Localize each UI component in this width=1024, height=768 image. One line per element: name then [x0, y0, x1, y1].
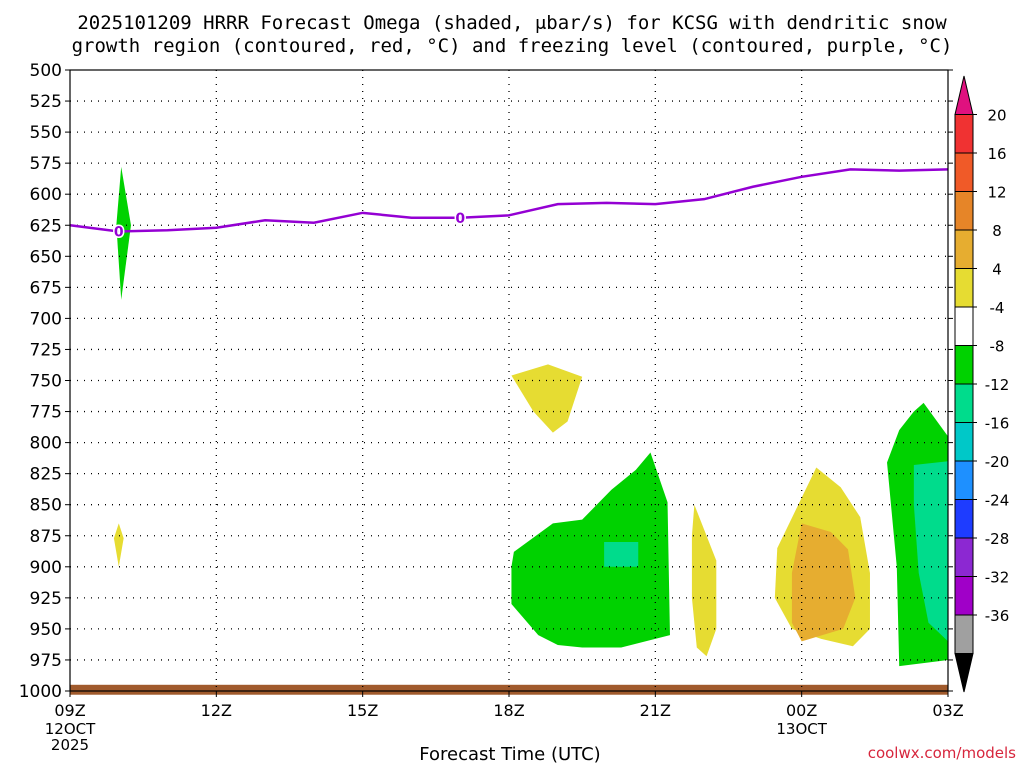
y-tick-label-525: 525: [30, 92, 62, 112]
y-tick-label-975: 975: [30, 651, 62, 671]
colorbar-cell-9: [954, 422, 974, 462]
colorbar-cell-3: [954, 191, 974, 231]
x-tick-label-18Z: 18Z: [493, 701, 524, 720]
omega-region-7: [791, 523, 856, 642]
colorbar-label-7: -12: [985, 376, 1010, 394]
x-tick-label-21Z: 21Z: [640, 701, 671, 720]
colorbar-label-13: -36: [985, 607, 1010, 625]
colorbar-cell-2: [954, 152, 974, 192]
x-tick-sublabel-09Z-1: 2025: [51, 736, 89, 754]
omega-region-4: [604, 541, 639, 567]
colorbar: 20 16 12 8 4 -4 -8 -12 -16 -20 -24 -28 -32 -36: [954, 75, 1010, 693]
colorbar-label-9: -20: [985, 453, 1010, 471]
omega-region-2: [511, 364, 583, 433]
colorbar-label-1: 16: [987, 145, 1006, 163]
y-tick-label-675: 675: [30, 278, 62, 298]
omega-shading-layer: [70, 166, 948, 695]
y-tick-label-825: 825: [30, 465, 62, 485]
axes-layer: 500 525 550 575 600 625 650 675 700 725 750 775 800 8…: [19, 61, 964, 754]
colorbar-cell-7: [954, 345, 974, 385]
y-tick-label-550: 550: [30, 123, 62, 143]
freezing-level-line: [69, 168, 949, 233]
colorbar-label-2: 12: [987, 184, 1006, 202]
chart-title-line-1: 2025101209 HRRR Forecast Omega (shaded, …: [77, 12, 947, 34]
y-tick-label-700: 700: [30, 309, 62, 329]
omega-region-5: [691, 504, 717, 657]
colorbar-cell-4: [954, 229, 974, 269]
colorbar-label-4: 4: [992, 261, 1002, 279]
colorbar-cell-12: [954, 537, 974, 577]
credit-text[interactable]: coolwx.com/models: [867, 744, 1016, 762]
y-tick-label-1000: 1000: [19, 682, 62, 702]
colorbar-cell-5: [954, 268, 974, 308]
colorbar-label-5: -4: [990, 299, 1005, 317]
omega-region-0: [116, 166, 131, 300]
freezing-level-label-0: 0: [114, 224, 124, 240]
y-tick-label-625: 625: [30, 216, 62, 236]
contour-layer: 00: [69, 168, 949, 242]
y-tick-label-950: 950: [30, 620, 62, 640]
y-tick-label-600: 600: [30, 185, 62, 205]
y-tick-label-850: 850: [30, 496, 62, 516]
surface-band: [70, 684, 948, 695]
colorbar-cell-10: [954, 460, 974, 500]
colorbar-cell-13: [954, 576, 974, 616]
omega-region-9: [913, 461, 948, 642]
y-tick-label-500: 500: [30, 61, 62, 81]
omega-region-3: [511, 452, 670, 648]
colorbar-label-6: -8: [990, 338, 1005, 356]
y-tick-label-750: 750: [30, 372, 62, 392]
x-tick-label-12Z: 12Z: [201, 701, 232, 720]
x-tick-label-15Z: 15Z: [347, 701, 378, 720]
x-tick-sublabel-09Z-0: 12OCT: [45, 720, 96, 738]
y-tick-label-875: 875: [30, 527, 62, 547]
colorbar-cell-15: [954, 653, 974, 693]
colorbar-label-10: -24: [985, 492, 1010, 510]
colorbar-label-11: -28: [985, 530, 1010, 548]
y-tick-label-725: 725: [30, 340, 62, 360]
colorbar-label-3: 8: [992, 222, 1002, 240]
x-axis-title: Forecast Time (UTC): [419, 744, 601, 765]
chart-title-line-2: growth region (contoured, red, °C) and f…: [71, 35, 953, 57]
x-tick-label-03Z: 03Z: [932, 701, 963, 720]
colorbar-label-12: -32: [985, 569, 1010, 587]
colorbar-cell-0: [954, 75, 974, 115]
colorbar-label-0: 20: [987, 107, 1006, 125]
y-tick-label-650: 650: [30, 247, 62, 267]
colorbar-cell-11: [954, 499, 974, 539]
colorbar-cell-8: [954, 383, 974, 423]
freezing-level-label-1: 0: [455, 211, 465, 227]
colorbar-cell-14: [954, 614, 974, 654]
y-tick-label-800: 800: [30, 434, 62, 454]
y-tick-label-575: 575: [30, 154, 62, 174]
y-tick-label-900: 900: [30, 558, 62, 578]
colorbar-cell-1: [954, 114, 974, 154]
omega-region-1: [113, 523, 124, 567]
x-tick-label-09Z: 09Z: [54, 701, 85, 720]
y-tick-label-775: 775: [30, 403, 62, 423]
colorbar-cell-6: [954, 306, 974, 346]
colorbar-label-8: -16: [985, 415, 1010, 433]
y-tick-label-925: 925: [30, 589, 62, 609]
x-tick-label-00Z: 00Z: [786, 701, 817, 720]
x-tick-sublabel-00Z-0: 13OCT: [776, 720, 827, 738]
